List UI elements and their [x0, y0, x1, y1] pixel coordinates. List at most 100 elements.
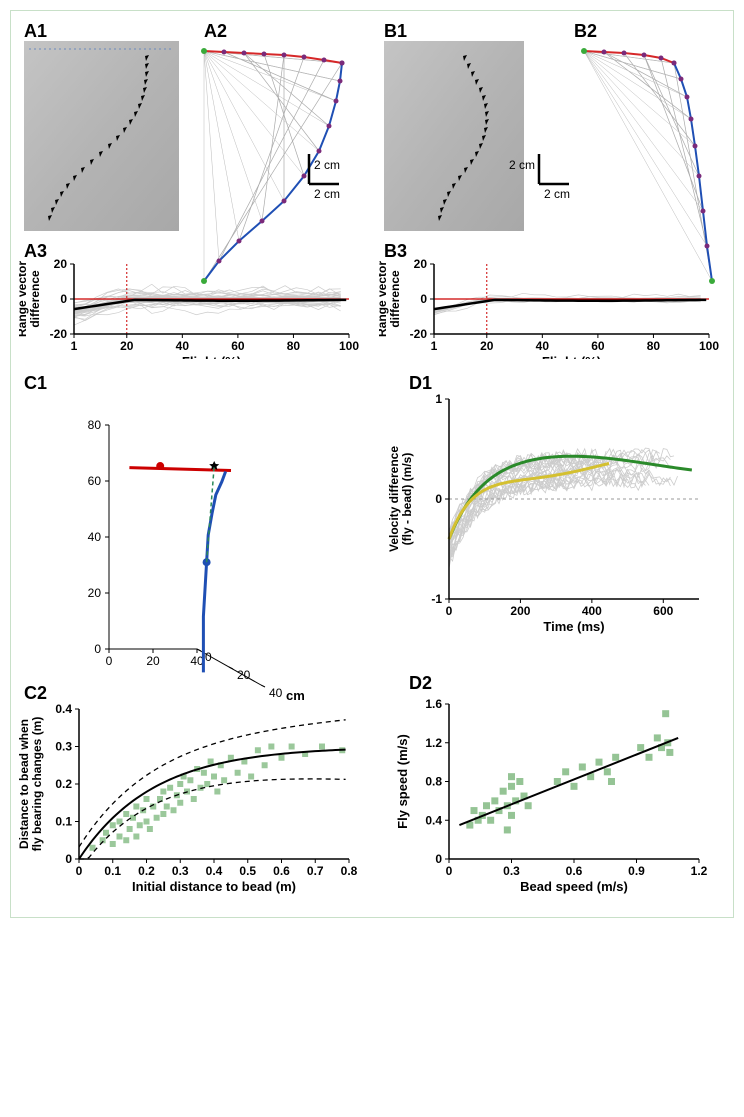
label-A1: A1 [24, 21, 47, 41]
svg-text:0.2: 0.2 [55, 777, 72, 791]
panel-A: A1 A2 [19, 19, 369, 359]
label-A3: A3 [24, 241, 47, 261]
svg-text:2 cm: 2 cm [314, 187, 340, 201]
svg-text:0.8: 0.8 [425, 775, 442, 789]
svg-text:0: 0 [420, 292, 427, 306]
svg-text:-1: -1 [431, 592, 442, 606]
svg-text:0: 0 [435, 852, 442, 866]
svg-text:0.9: 0.9 [628, 864, 645, 878]
svg-text:1: 1 [431, 339, 438, 353]
label-B1: B1 [384, 21, 407, 41]
svg-text:Time (ms): Time (ms) [543, 619, 604, 634]
velocity-D1: 0 200 400 600 -1 0 1 Time (ms) Velocity differen… [387, 392, 699, 634]
svg-text:20: 20 [237, 668, 251, 682]
svg-text:600: 600 [653, 604, 673, 618]
plot-3d: 0204060800204002040cm [88, 418, 305, 703]
svg-text:0.5: 0.5 [239, 864, 256, 878]
svg-text:1.2: 1.2 [691, 864, 708, 878]
panel-B-svg: B1 B2 2 cm 2 cm [379, 19, 729, 359]
svg-text:100: 100 [339, 339, 359, 353]
svg-text:80: 80 [647, 339, 661, 353]
svg-text:Velocity difference(fly - bead: Velocity difference(fly - bead) (m/s) [387, 446, 414, 552]
svg-text:0.6: 0.6 [566, 864, 583, 878]
panel-D: D1 0 200 400 600 -1 0 1 Time (ms) Velocity diffe… [379, 369, 729, 899]
svg-text:0.3: 0.3 [172, 864, 189, 878]
svg-text:20: 20 [414, 257, 428, 271]
svg-text:60: 60 [591, 339, 605, 353]
svg-text:0.4: 0.4 [55, 702, 72, 716]
svg-text:2 cm: 2 cm [314, 158, 340, 172]
svg-text:Distance to bead whenfly beari: Distance to bead whenfly bearing changes… [19, 717, 44, 852]
svg-text:2 cm: 2 cm [509, 158, 535, 172]
scalebar-A2: 2 cm 2 cm [309, 154, 340, 201]
svg-text:0: 0 [76, 864, 83, 878]
chart-B3: 120406080100-20020Flight (%)Range vector… [379, 257, 719, 359]
svg-text:0.8: 0.8 [341, 864, 358, 878]
svg-text:80: 80 [88, 418, 102, 432]
panel-A-svg: A1 A2 [19, 19, 369, 359]
svg-text:1.2: 1.2 [425, 736, 442, 750]
svg-text:40: 40 [88, 530, 102, 544]
figure-grid: A1 A2 [10, 10, 734, 918]
panel-C-svg: C1 0204060800204002040cm C2 00.10.20.30.… [19, 369, 369, 899]
svg-text:0.3: 0.3 [55, 740, 72, 754]
trajectory-B2 [581, 48, 715, 284]
svg-text:1.6: 1.6 [425, 697, 442, 711]
label-B3: B3 [384, 241, 407, 261]
svg-text:80: 80 [287, 339, 301, 353]
svg-text:40: 40 [536, 339, 550, 353]
svg-text:-20: -20 [50, 327, 68, 341]
svg-text:0.6: 0.6 [273, 864, 290, 878]
svg-text:0.1: 0.1 [104, 864, 121, 878]
svg-text:20: 20 [120, 339, 134, 353]
svg-text:60: 60 [88, 474, 102, 488]
svg-text:20: 20 [480, 339, 494, 353]
svg-text:Initial distance to bead (m): Initial distance to bead (m) [132, 879, 296, 894]
svg-text:Range vectordifference: Range vectordifference [19, 261, 42, 337]
svg-text:0.4: 0.4 [425, 813, 442, 827]
panel-B: B1 B2 2 cm 2 cm [379, 19, 729, 359]
svg-text:100: 100 [699, 339, 719, 353]
svg-text:0: 0 [94, 642, 101, 656]
svg-text:Flight (%): Flight (%) [182, 354, 241, 359]
label-C1: C1 [24, 373, 47, 393]
scatter-C2: 00.10.20.30.40.50.60.70.800.10.20.30.4In… [19, 702, 358, 894]
label-C2: C2 [24, 683, 47, 703]
svg-text:cm: cm [286, 688, 305, 703]
panel-C: C1 0204060800204002040cm C2 00.10.20.30.… [19, 369, 369, 899]
svg-text:20: 20 [88, 586, 102, 600]
panel-D-svg: D1 0 200 400 600 -1 0 1 Time (ms) Velocity diffe… [379, 369, 729, 899]
svg-text:0.2: 0.2 [138, 864, 155, 878]
svg-text:0: 0 [205, 650, 212, 664]
svg-text:20: 20 [146, 654, 160, 668]
svg-text:200: 200 [510, 604, 530, 618]
label-D2: D2 [409, 673, 432, 693]
label-A2: A2 [204, 21, 227, 41]
svg-text:0.3: 0.3 [503, 864, 520, 878]
svg-text:0: 0 [435, 492, 442, 506]
chart-A3: 1 20 40 60 80 100 -20 0 20 Flight (%) Range vector… [19, 257, 359, 359]
svg-text:0: 0 [65, 852, 72, 866]
svg-text:0: 0 [446, 864, 453, 878]
svg-text:1: 1 [435, 392, 442, 406]
svg-text:1: 1 [71, 339, 78, 353]
svg-text:Fly speed (m/s): Fly speed (m/s) [395, 734, 410, 829]
svg-text:60: 60 [231, 339, 245, 353]
svg-text:20: 20 [54, 257, 68, 271]
svg-text:400: 400 [582, 604, 602, 618]
svg-text:0: 0 [60, 292, 67, 306]
svg-text:0: 0 [446, 604, 453, 618]
svg-text:0: 0 [106, 654, 113, 668]
svg-text:40: 40 [269, 686, 283, 700]
svg-text:Bead speed (m/s): Bead speed (m/s) [520, 879, 628, 894]
svg-text:40: 40 [176, 339, 190, 353]
svg-text:0.7: 0.7 [307, 864, 324, 878]
svg-text:0.1: 0.1 [55, 815, 72, 829]
svg-text:2 cm: 2 cm [544, 187, 570, 201]
scatter-D2: 0 0.3 0.6 0.9 1.2 0 0.4 0.8 1.2 1.6 Bead speed (m/… [395, 697, 708, 894]
label-D1: D1 [409, 373, 432, 393]
svg-text:-20: -20 [410, 327, 428, 341]
label-B2: B2 [574, 21, 597, 41]
svg-text:0.4: 0.4 [206, 864, 223, 878]
svg-text:Flight (%): Flight (%) [542, 354, 601, 359]
